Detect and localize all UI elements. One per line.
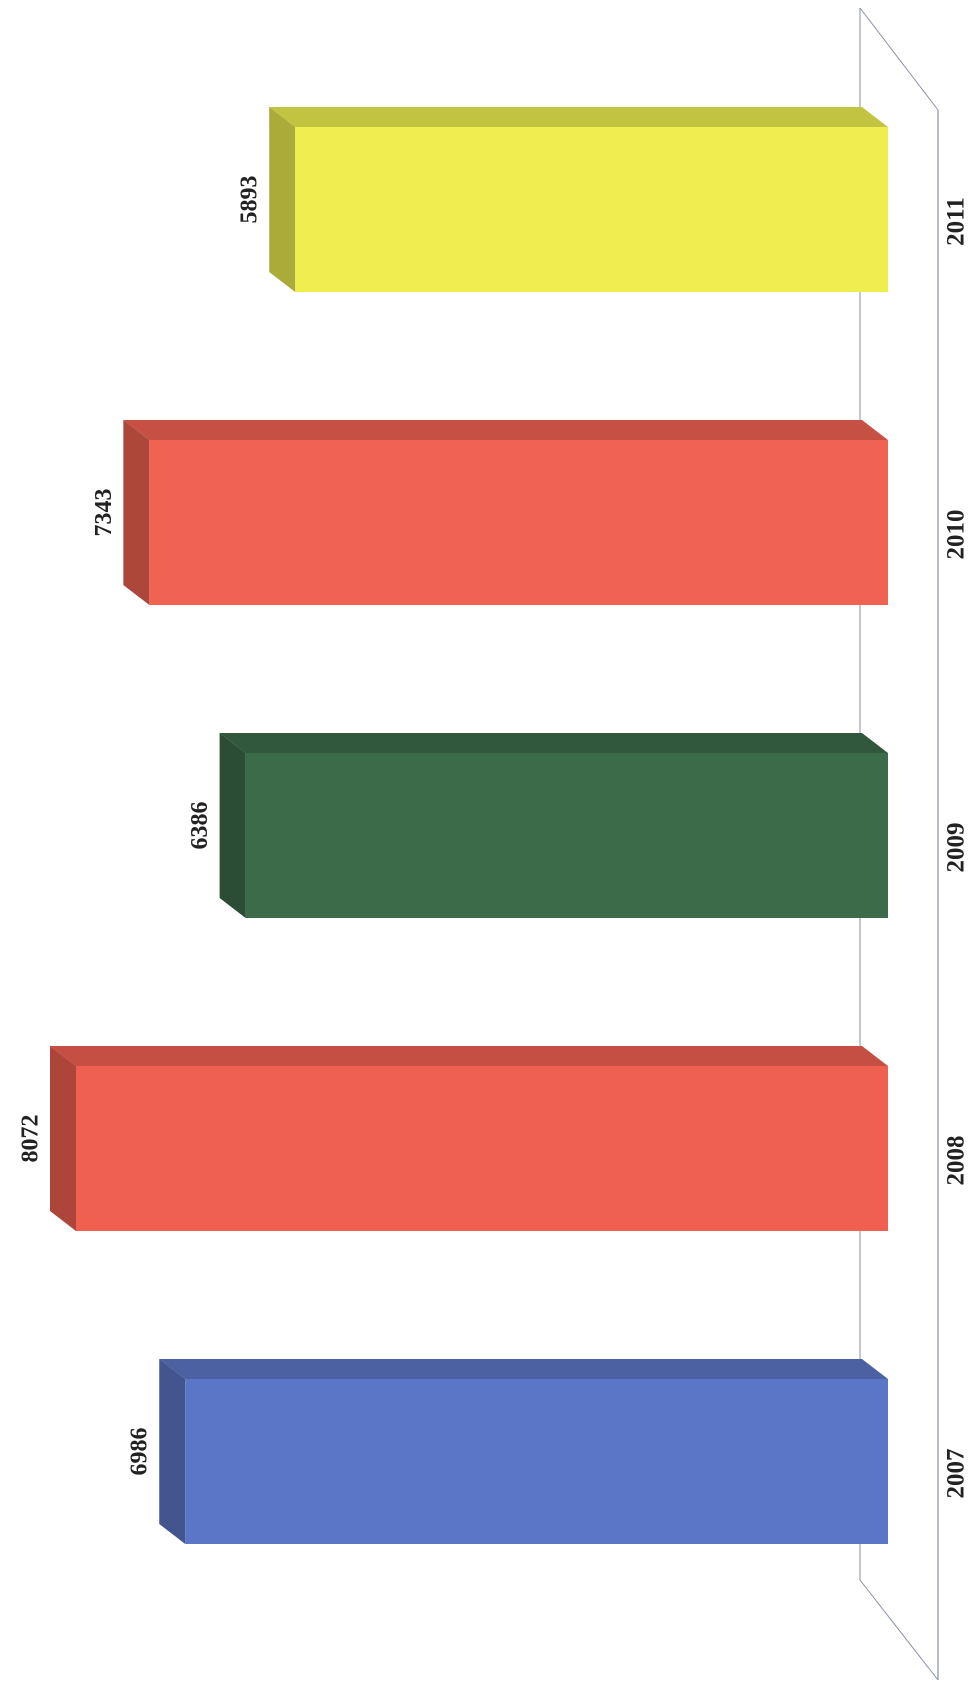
category-label-2009: 2009	[943, 823, 970, 873]
bar-top-face	[50, 1046, 888, 1066]
bar-2008	[50, 1046, 888, 1231]
bar-2007	[159, 1359, 888, 1544]
bar-2011	[269, 107, 888, 292]
bar-top-face	[123, 420, 888, 440]
bar-side-face	[159, 1359, 186, 1544]
labels-group: 6986 2007 8072 2008 6386 2009 7343 2010 5893 2011	[18, 176, 970, 1499]
floor-edge-bottom	[859, 1579, 939, 1681]
bar-2009	[219, 733, 889, 918]
category-label-2007: 2007	[943, 1449, 970, 1499]
bar-2010	[123, 420, 888, 605]
data-label-2007: 6986	[127, 1428, 153, 1476]
bar-front-face	[245, 753, 889, 918]
floor-edge-top	[859, 7, 939, 111]
bar-side-face	[219, 733, 246, 918]
bar-front-face	[76, 1066, 888, 1231]
data-label-2010: 7343	[91, 489, 117, 537]
data-label-2008: 8072	[18, 1115, 44, 1163]
category-label-2011: 2011	[943, 197, 970, 246]
bar-front-face	[295, 127, 888, 292]
bar-front-face	[149, 440, 888, 605]
bar-front-face	[185, 1379, 888, 1544]
bar-side-face	[269, 107, 296, 292]
bar-side-face	[123, 420, 150, 605]
data-label-2009: 6386	[187, 802, 213, 850]
bar-top-face	[269, 107, 888, 127]
bar-side-face	[50, 1046, 76, 1231]
bar-top-face	[219, 733, 889, 753]
category-label-2008: 2008	[943, 1136, 970, 1186]
bars-group	[50, 107, 889, 1544]
bar-top-face	[159, 1359, 888, 1379]
category-label-2010: 2010	[943, 510, 970, 560]
data-label-2011: 5893	[237, 176, 263, 224]
